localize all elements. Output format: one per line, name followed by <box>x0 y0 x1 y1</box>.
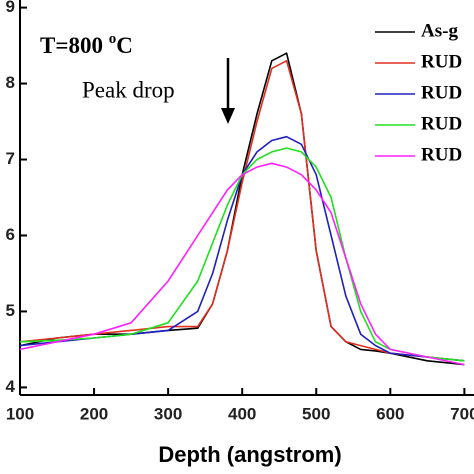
legend-label: RUD <box>421 144 462 165</box>
y-tick-label: 9 <box>6 0 15 16</box>
annotation-text: T=800 <box>40 33 109 58</box>
y-tick-label: 4 <box>6 377 16 396</box>
annotation-sup: o <box>109 31 117 47</box>
legend-label: As-g <box>421 20 458 41</box>
x-tick-label: 300 <box>154 404 182 423</box>
y-tick-label: 6 <box>6 225 15 244</box>
x-tick-label: 200 <box>80 404 108 423</box>
x-tick-label: 400 <box>228 404 256 423</box>
x-tick-label: 100 <box>6 404 34 423</box>
arrow-head <box>221 108 235 124</box>
x-tick-label: 500 <box>302 404 330 423</box>
arrow-label: Peak drop <box>82 77 175 102</box>
y-tick-label: 7 <box>6 149 15 168</box>
legend-label: RUD <box>421 113 462 134</box>
y-tick-label: 8 <box>6 73 15 92</box>
x-tick-label: 700 <box>450 404 474 423</box>
x-tick-label: 600 <box>376 404 404 423</box>
series-line <box>19 147 465 362</box>
annotation-unit: C <box>116 33 133 58</box>
y-tick-label: 5 <box>6 301 15 320</box>
series-line <box>19 60 465 362</box>
legend-label: RUD <box>421 51 462 72</box>
legend-label: RUD <box>421 82 462 103</box>
series-line <box>19 135 465 362</box>
annotation: T=800 oC <box>40 31 133 58</box>
x-axis-label: Depth (angstrom) <box>158 442 341 467</box>
series-line <box>19 162 465 366</box>
